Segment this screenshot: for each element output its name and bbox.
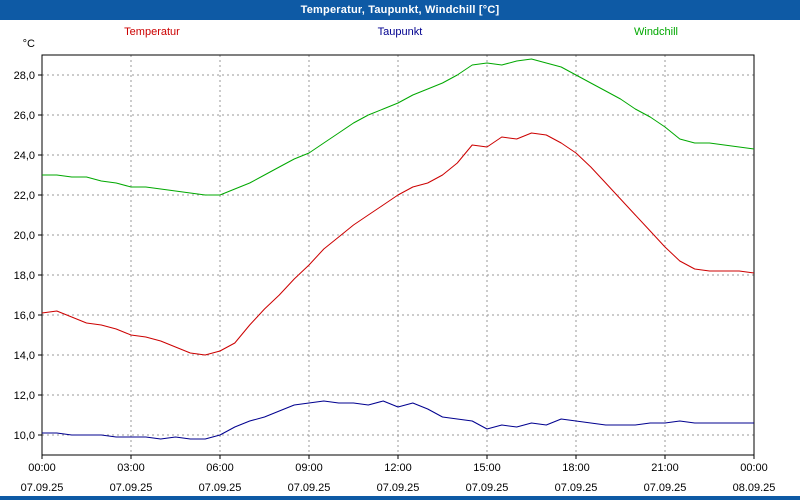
series-line-windchill: [42, 58, 755, 196]
y-tick-label: 24,0: [14, 150, 35, 162]
legend-label-taupunkt: Taupunkt: [377, 26, 423, 38]
y-tick-label: 26,0: [14, 110, 35, 122]
legend-label-temperatur: Temperatur: [124, 26, 180, 38]
y-tick-label: 12,0: [14, 390, 35, 402]
x-date-label: 07.09.25: [288, 482, 331, 494]
series-line-temperatur: [41, 132, 755, 356]
chart-title-bar: Temperatur, Taupunkt, Windchill [°C]: [0, 0, 800, 20]
x-date-label: 07.09.25: [199, 482, 242, 494]
y-tick-label: 22,0: [14, 190, 35, 202]
bottom-panel-edge: [0, 496, 800, 500]
x-date-label: 07.09.25: [110, 482, 153, 494]
y-tick-label: 28,0: [14, 70, 35, 82]
x-tick-label: 12:00: [384, 462, 412, 474]
x-tick-label: 18:00: [562, 462, 590, 474]
y-tick-label: 10,0: [14, 430, 35, 442]
y-tick-label: 14,0: [14, 350, 35, 362]
plot-border: [41, 54, 755, 456]
x-date-label: 07.09.25: [377, 482, 420, 494]
x-tick-label: 21:00: [651, 462, 679, 474]
x-tick-label: 00:00: [28, 462, 56, 474]
x-date-label: 07.09.25: [21, 482, 64, 494]
x-date-label: 08.09.25: [733, 482, 776, 494]
x-tick-label: 06:00: [206, 462, 234, 474]
y-tick-label: 18,0: [14, 270, 35, 282]
chart-legend: Temperatur Taupunkt Windchill: [0, 26, 800, 40]
x-date-label: 07.09.25: [555, 482, 598, 494]
series-line-taupunkt: [42, 400, 754, 440]
y-tick-label: 16,0: [14, 310, 35, 322]
x-date-label: 07.09.25: [466, 482, 509, 494]
y-tick-label: 20,0: [14, 230, 35, 242]
x-date-label: 07.09.25: [644, 482, 687, 494]
x-tick-label: 15:00: [473, 462, 501, 474]
x-tick-label: 09:00: [295, 462, 323, 474]
legend-label-windchill: Windchill: [633, 26, 679, 38]
x-tick-label: 03:00: [117, 462, 145, 474]
y-axis-unit-label: °C: [23, 38, 35, 50]
chart-plot: 00:00 07.09.25 03:00 07.09.25 06:00 07.09.25 0…: [14, 38, 776, 494]
x-tick-label: 00:00: [740, 462, 768, 474]
